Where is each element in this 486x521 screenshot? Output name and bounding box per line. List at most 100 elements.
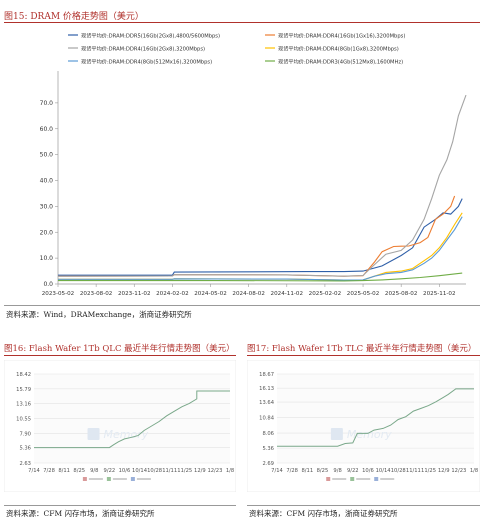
y-tick-label: 20.0 [40, 229, 54, 236]
x-tick-label: 9/8 [90, 468, 98, 474]
x-tick-label: 7/28 [286, 468, 298, 474]
series-line [277, 388, 474, 447]
figure-15-source-rule [4, 305, 480, 306]
x-tick-label: 7/14 [28, 468, 40, 474]
figure-16-title-rule [4, 355, 236, 356]
x-tick-label: 11/25 [177, 468, 192, 474]
figure-17-title: 图17: Flash Wafer 1Tb TLC 最近半年行情走势图（美元） [247, 344, 477, 354]
x-tick-label: 2025-08-02 [385, 291, 418, 297]
series-line [57, 94, 467, 277]
x-tick-label: 11/11 [162, 468, 177, 474]
legend-label-placeholder [88, 478, 103, 480]
legend-label: 现货平均价:DRAM:DDR4(8Gb(512Mx16),3200Mbps) [81, 57, 212, 65]
y-tick-label: 8.06 [262, 431, 274, 437]
x-tick-label: 2025-02-02 [309, 291, 342, 297]
watermark-text: Memory [104, 428, 149, 441]
series-line [58, 272, 463, 282]
y-tick-label: 7.90 [19, 431, 31, 437]
y-tick-label: 60.0 [40, 126, 54, 133]
legend-label-placeholder [136, 478, 151, 480]
legend-label-placeholder [112, 478, 127, 480]
x-tick-label: 9/22 [347, 468, 359, 474]
y-tick-label: 2.69 [262, 461, 274, 467]
y-tick-label: 10.55 [16, 416, 31, 422]
x-tick-label: 7/14 [271, 468, 283, 474]
figure-17-source-rule [247, 505, 480, 506]
y-tick-label: 18.42 [16, 372, 31, 378]
legend-label: 现货平均价:DRAM:DDR5(16Gb(2Gx8),4800/5600Mbps… [81, 31, 220, 39]
series-line [34, 390, 230, 449]
legend-swatch [130, 477, 135, 481]
x-tick-label: 8/25 [317, 468, 329, 474]
x-tick-label: 10/6 [362, 468, 374, 474]
qlc-wafer-price-chart: 2.63 5.36 7.90 10.55 13.16 15.79 18.42 7/14 7/28… [4, 360, 236, 492]
x-tick-label: 12/23 [451, 468, 466, 474]
x-tick-label: 8/25 [73, 468, 85, 474]
y-tick-label: 30.0 [40, 203, 54, 210]
y-tick-label: 40.0 [40, 178, 54, 185]
y-tick-label: 0.0 [43, 281, 53, 288]
x-tick-label: 2024-05-02 [194, 291, 227, 297]
x-tick-label: 10/14 [376, 468, 392, 474]
figure-16-source-rule [4, 505, 236, 506]
series-line [57, 195, 456, 277]
y-tick-label: 15.79 [16, 387, 31, 393]
figure-17-source: 资料来源：CFM 闪存市场，浙商证券研究所 [249, 509, 398, 518]
legend-label: 现货平均价:DRAM:DDR4(16Gb(2Gx8),3200Mbps) [81, 44, 205, 52]
x-tick-label: 10/28 [147, 468, 162, 474]
series-line [58, 216, 463, 281]
y-tick-label: 70.0 [40, 100, 54, 107]
x-tick-label: 11/25 [421, 468, 436, 474]
y-tick-label: 50.0 [40, 152, 54, 159]
plot-area [277, 374, 474, 463]
legend-swatch [350, 477, 355, 481]
x-tick-label: 7/28 [43, 468, 55, 474]
x-tick-label: 10/14 [132, 468, 148, 474]
figure-17-title-rule [247, 355, 480, 356]
x-tick-label: 9/8 [333, 468, 341, 474]
figure-15-title-rule [4, 22, 480, 23]
watermark-logo [87, 428, 100, 440]
y-tick-label: 5.36 [19, 446, 31, 452]
x-tick-label: 8/11 [58, 468, 70, 474]
watermark-logo [330, 428, 343, 440]
x-tick-label: 9/22 [104, 468, 116, 474]
series-line [58, 198, 463, 276]
legend-label-placeholder [332, 478, 347, 480]
x-tick-label: 2024-11-02 [271, 291, 304, 297]
figure-16-source: 资料来源：CFM 闪存市场，浙商证券研究所 [6, 509, 155, 518]
x-tick-label: 1/8 [226, 468, 234, 474]
y-tick-label: 10.0 [40, 255, 54, 262]
y-tick-label: 13.16 [16, 402, 31, 408]
x-tick-label: 12/23 [207, 468, 222, 474]
figure-15-title: 图15: DRAM 价格走势图（美元） [4, 12, 144, 22]
x-tick-label: 2023-08-02 [80, 291, 113, 297]
dram-price-chart: 现货平均价:DRAM:DDR5(16Gb(2Gx8),4800/5600Mbps… [40, 31, 467, 297]
y-tick-label: 10.84 [259, 416, 275, 422]
legend-swatch [326, 477, 331, 481]
x-tick-label: 10/6 [119, 468, 131, 474]
legend-swatch [374, 477, 379, 481]
figure-15-source: 资料来源：Wind，DRAMexchange，浙商证券研究所 [6, 310, 192, 319]
y-tick-label: 5.36 [262, 446, 274, 452]
x-tick-label: 12/9 [438, 468, 450, 474]
y-tick-label: 13.64 [259, 400, 275, 406]
x-tick-label: 1/8 [470, 468, 478, 474]
x-tick-label: 2024-02-02 [156, 291, 189, 297]
x-tick-label: 11/11 [406, 468, 421, 474]
x-tick-label: 2025-05-02 [347, 291, 380, 297]
tlc-wafer-price-chart: 2.69 5.36 8.06 10.84 13.64 16.13 18.67 7/14 7/28… [247, 360, 480, 492]
legend-swatch [106, 477, 111, 481]
figure-16-title: 图16: Flash Wafer 1Tb QLC 最近半年行情走势图（美元） [4, 344, 235, 354]
legend-label: 现货平均价:DRAM:DDR4(16Gb(1Gx16),3200Mbps) [278, 31, 405, 39]
legend-swatch [82, 477, 87, 481]
x-tick-label: 10/28 [391, 468, 406, 474]
x-tick-label: 12/9 [194, 468, 206, 474]
legend-label-placeholder [356, 478, 371, 480]
watermark-text: Memory [347, 428, 392, 441]
x-tick-label: 2024-08-02 [232, 291, 265, 297]
x-tick-label: 8/11 [301, 468, 313, 474]
x-tick-label: 2023-05-02 [42, 291, 75, 297]
x-tick-label: 2023-11-02 [118, 291, 151, 297]
y-tick-label: 18.67 [259, 372, 274, 378]
